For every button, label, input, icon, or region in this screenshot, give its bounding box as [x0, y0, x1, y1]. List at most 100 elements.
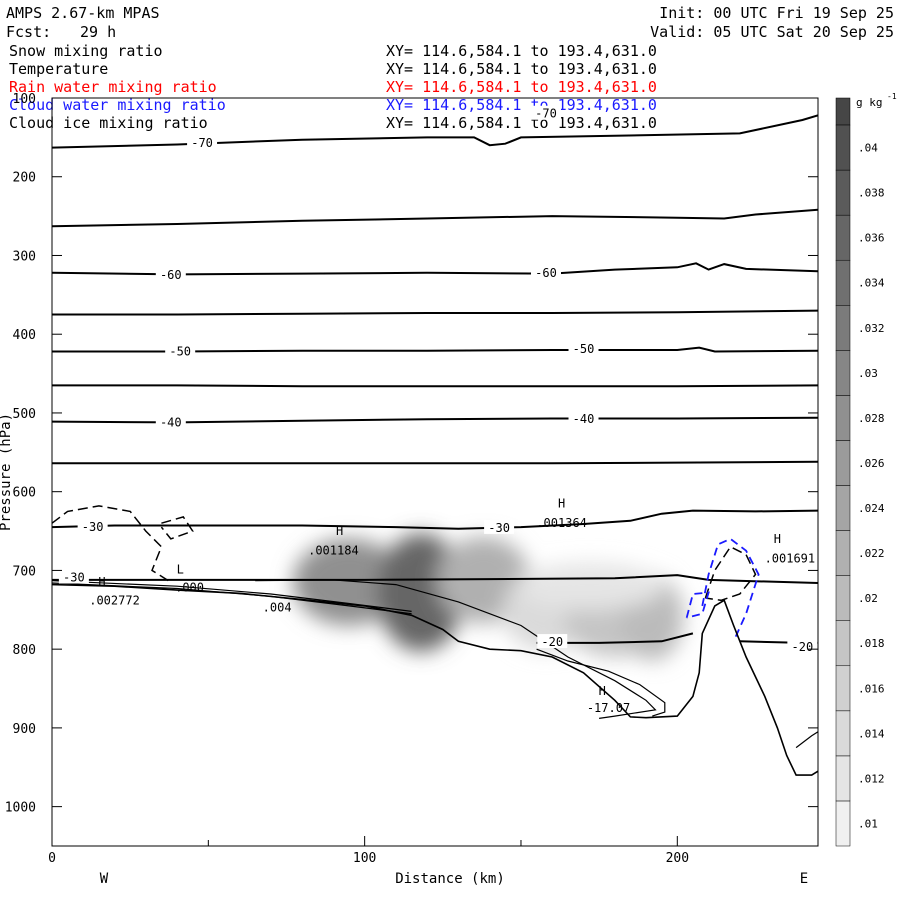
contour-label: -20 — [792, 640, 814, 654]
cloud-water-contour — [685, 591, 710, 619]
colorbar-segment — [835, 485, 851, 531]
y-tick-label: 500 — [13, 407, 36, 422]
extremum-annotation: .002772 — [89, 593, 140, 607]
colorbar-tick-label: .038 — [858, 187, 885, 200]
snow-contour-line — [255, 579, 657, 719]
cloud-ice-contour — [52, 505, 172, 583]
colorbar-segment — [835, 124, 851, 171]
colorbar-segment — [835, 169, 851, 216]
colorbar-segment — [835, 350, 851, 396]
colorbar-segment — [835, 620, 851, 667]
colorbar-segment — [835, 395, 851, 441]
extremum-annotation: H — [558, 496, 565, 510]
extremum-annotation: .004 — [263, 600, 292, 614]
y-axis-title: Pressure (hPa) — [0, 413, 14, 531]
legend-field-name: Cloud water mixing ratio — [9, 96, 226, 114]
temperature-contour-line — [52, 384, 818, 388]
temperature-contour-line — [52, 309, 818, 316]
temperature-contour-line — [536, 632, 694, 644]
colorbar-tick-label: .018 — [858, 637, 885, 650]
y-tick-label: 400 — [13, 328, 36, 343]
temperature-contour-line — [52, 114, 818, 149]
contour-label: -30 — [82, 520, 104, 534]
contour-label-background — [484, 519, 515, 534]
x-tick-label: 200 — [666, 851, 689, 866]
snow-contour-line — [795, 731, 818, 749]
extremum-annotation: .001691 — [765, 552, 816, 566]
y-tick-label: 600 — [13, 486, 36, 501]
snow-mixing-ratio-blob — [514, 562, 665, 610]
y-tick-label: 200 — [13, 171, 36, 186]
colorbar-tick-label: .036 — [858, 232, 885, 245]
snow-contour-line — [536, 648, 666, 717]
legend-field-name: Snow mixing ratio — [9, 42, 163, 60]
colorbar-segment — [835, 259, 851, 306]
temperature-contour-line — [52, 262, 818, 276]
colorbar-tick-label: .016 — [858, 682, 885, 695]
temperature-contour-line — [52, 460, 818, 465]
colorbar-segment — [835, 755, 851, 802]
colorbar-tick-label: .012 — [858, 772, 885, 785]
east-label: E — [800, 871, 808, 887]
contour-label-background — [537, 634, 568, 649]
contour-label: -50 — [573, 342, 595, 356]
colorbar-segment — [835, 440, 851, 486]
extremum-annotation: H — [774, 532, 781, 546]
plot-frame — [51, 97, 819, 847]
y-tick-label: 700 — [13, 564, 36, 579]
contour-label: -60 — [535, 266, 557, 280]
colorbar-unit-exponent: -1 — [887, 92, 897, 101]
colorbar-tick-label: .028 — [858, 412, 885, 425]
colorbar-tick-label: .026 — [858, 457, 885, 470]
contour-label-background — [530, 105, 561, 120]
y-tick-label: 800 — [13, 643, 36, 658]
contour-label: -70 — [191, 136, 213, 150]
colorbar-segment — [835, 800, 851, 847]
colorbar-segment — [835, 305, 851, 351]
contour-label: -50 — [169, 345, 191, 359]
temperature-contour-line — [52, 509, 818, 530]
model-title: AMPS 2.67-km MPAS — [6, 4, 160, 22]
legend-field-range: XY= 114.6,584.1 to 193.4,631.0 — [386, 78, 657, 96]
extremum-annotation: L — [177, 563, 184, 577]
contour-label-background — [155, 414, 186, 429]
distance-axis: 0 100 200 — [48, 836, 689, 866]
temperature-contour-line — [52, 574, 818, 584]
y-tick-label: 1000 — [5, 801, 36, 816]
legend-field-range: XY= 114.6,584.1 to 193.4,631.0 — [386, 114, 657, 132]
contour-label-background — [568, 411, 599, 426]
contour-label-background — [155, 267, 186, 282]
extremum-annotation: H — [599, 684, 606, 698]
contour-label-background — [568, 341, 599, 356]
colorbar-unit: g kg — [856, 96, 883, 109]
snow-mixing-ratio-blob — [292, 538, 406, 626]
cloud-water-contours — [685, 537, 760, 642]
colorbar-tick-label: .034 — [858, 277, 885, 290]
field-legend: Snow mixing ratio XY= 114.6,584.1 to 193.… — [9, 42, 657, 132]
extremum-annotation: -17.07 — [587, 701, 630, 715]
forecast-label: Fcst: — [6, 23, 51, 41]
colorbar-segment — [835, 97, 851, 126]
colorbar-segment — [835, 575, 851, 621]
terrain-outline — [52, 583, 818, 776]
init-time: Init: 00 UTC Fri 19 Sep 25 — [659, 4, 894, 22]
contour-label: -40 — [160, 415, 182, 429]
contour-label: -20 — [541, 635, 563, 649]
legend-field-name: Cloud ice mixing ratio — [9, 114, 208, 132]
extremum-annotation: .000 — [175, 581, 204, 595]
contour-label: -30 — [488, 521, 510, 535]
legend-field-range: XY= 114.6,584.1 to 193.4,631.0 — [386, 96, 657, 114]
temperature-contours — [52, 114, 818, 749]
valid-time: Valid: 05 UTC Sat 20 Sep 25 — [650, 23, 894, 41]
colorbar-segment — [835, 214, 851, 261]
legend-field-range: XY= 114.6,584.1 to 193.4,631.0 — [386, 42, 657, 60]
contour-label: -60 — [160, 268, 182, 282]
extremum-annotation: .001184 — [308, 544, 359, 558]
pressure-axis: 100 200 300 400 500 600 700 800 900 1000 — [5, 92, 818, 816]
cloud-water-contour — [701, 537, 760, 642]
colorbar-tick-label: .01 — [858, 817, 878, 830]
cloud-ice-contour — [160, 516, 194, 540]
colorbar-segment — [835, 710, 851, 757]
temperature-contour-line — [52, 346, 818, 353]
